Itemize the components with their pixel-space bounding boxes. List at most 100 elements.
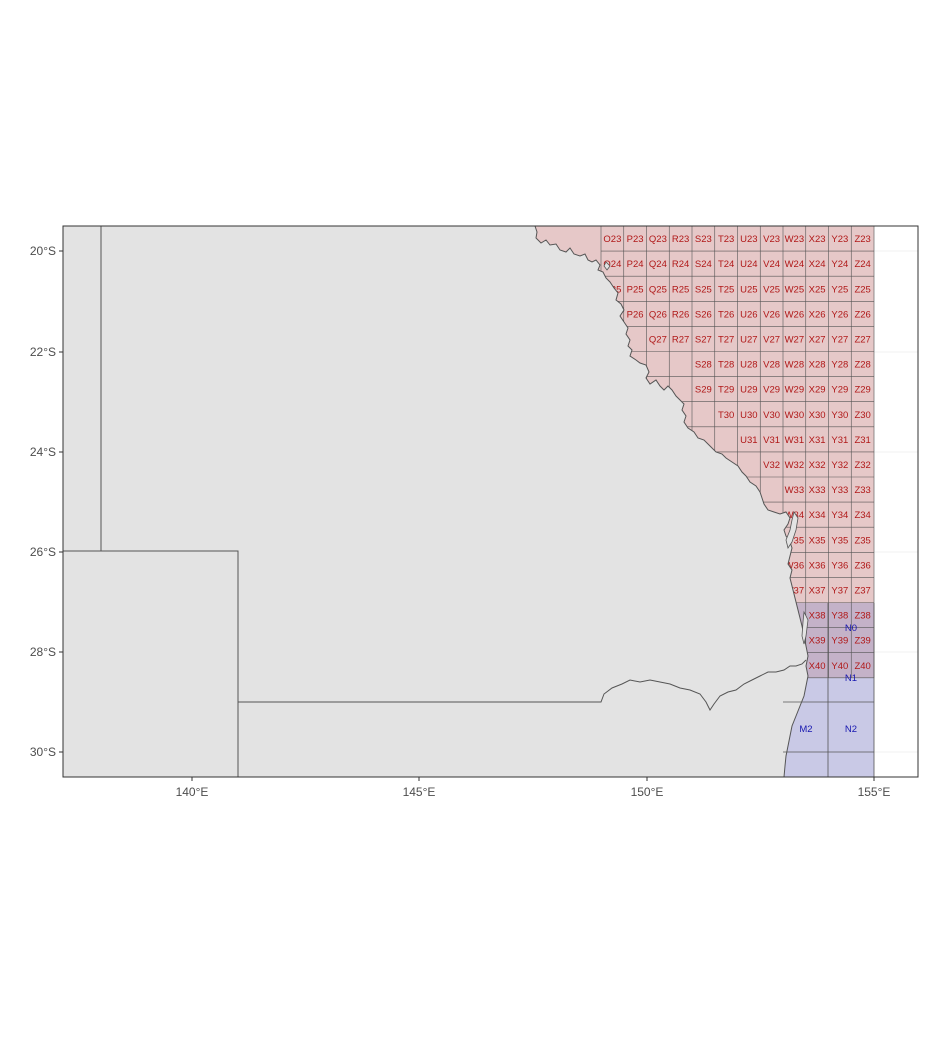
island-whitsunday bbox=[603, 261, 611, 271]
x-tick-label: 155°E bbox=[858, 785, 891, 799]
grid-cell-label: V24 bbox=[763, 259, 780, 270]
grid-cell-label: Y40 bbox=[831, 661, 848, 672]
grid-cell-label: Y34 bbox=[831, 510, 848, 521]
grid-cell-label: X24 bbox=[809, 259, 826, 270]
y-axis-labels: 20°S 22°S 24°S 26°S 28°S 30°S bbox=[30, 244, 56, 759]
grid-cell-label: R23 bbox=[672, 234, 689, 245]
grid-cell-label: U31 bbox=[740, 435, 757, 446]
grid-cell-label: X36 bbox=[809, 560, 826, 571]
grid-cell-label: X32 bbox=[809, 460, 826, 471]
grid-cell-label: Z37 bbox=[854, 585, 870, 596]
grid-cell-label: X26 bbox=[809, 309, 826, 320]
grid-cell-label: S26 bbox=[695, 309, 712, 320]
grid-cell-label: W31 bbox=[785, 435, 805, 446]
grid-cell-label: T24 bbox=[718, 259, 734, 270]
grid-cell-label: X31 bbox=[809, 435, 826, 446]
grid-cell-label: V30 bbox=[763, 410, 780, 421]
grid-cell-label: Y25 bbox=[831, 284, 848, 295]
grid-cell-label: S28 bbox=[695, 360, 712, 371]
grid-cell-label: Z32 bbox=[854, 460, 870, 471]
grid-cell-label: X38 bbox=[809, 611, 826, 622]
grid-cell-label: Y37 bbox=[831, 585, 848, 596]
map-content: O23 P23 Q23 R23 S23 T23 U23 V23 W23 X23 Y23 Z23 O24 P… bbox=[62, 225, 875, 778]
grid-cell-label: W35 bbox=[785, 535, 805, 546]
grid-cell-label: W28 bbox=[785, 360, 805, 371]
grid-cell-label: Z31 bbox=[854, 435, 870, 446]
y-tick-label: 26°S bbox=[30, 545, 56, 559]
grid-cell-label: X33 bbox=[809, 485, 826, 496]
y-tick-label: 24°S bbox=[30, 445, 56, 459]
grid-cell-label: Z35 bbox=[854, 535, 870, 546]
grid-cell-label: U23 bbox=[740, 234, 757, 245]
grid-cell-label: V32 bbox=[763, 460, 780, 471]
blue-labels: N0 N1 M2 N2 bbox=[799, 623, 857, 735]
y-tick-label: 20°S bbox=[30, 244, 56, 258]
grid-cell-label: U28 bbox=[740, 360, 757, 371]
state-borders bbox=[63, 226, 807, 777]
grid-cell-label: W30 bbox=[785, 410, 805, 421]
grid-cell-label: Y36 bbox=[831, 560, 848, 571]
axis-ticks bbox=[59, 250, 875, 781]
grid-cell-label: R25 bbox=[672, 284, 689, 295]
grid-cell-label: Z34 bbox=[854, 510, 870, 521]
grid-cell-label: X34 bbox=[809, 510, 826, 521]
grid-cell-label: U26 bbox=[740, 309, 757, 320]
grid-cell-label: Y38 bbox=[831, 611, 848, 622]
grid-cell-label: Z39 bbox=[854, 636, 870, 647]
grid-cell-label: U29 bbox=[740, 385, 757, 396]
grid-cell-label: P26 bbox=[627, 309, 644, 320]
x-tick-label: 150°E bbox=[631, 785, 664, 799]
island-fraser bbox=[785, 511, 799, 549]
grid-cell-label: X23 bbox=[809, 234, 826, 245]
x-tick-label: 140°E bbox=[176, 785, 209, 799]
grid-cell-label: Y39 bbox=[831, 636, 848, 647]
grid-cell-label: R27 bbox=[672, 334, 689, 345]
grid-cell-label: Z33 bbox=[854, 485, 870, 496]
grid-cell-label: T28 bbox=[718, 360, 734, 371]
grid-cell-label: Y30 bbox=[831, 410, 848, 421]
grid-cell-label: T27 bbox=[718, 334, 734, 345]
grid-cell-label: X29 bbox=[809, 385, 826, 396]
y-tick-label: 22°S bbox=[30, 345, 56, 359]
grid-cell-label: W32 bbox=[785, 460, 805, 471]
grid-cell-label: Z36 bbox=[854, 560, 870, 571]
grid-cell-label: X27 bbox=[809, 334, 826, 345]
grid-cell-label: X28 bbox=[809, 360, 826, 371]
grid-cell-label: P23 bbox=[627, 234, 644, 245]
grid-cell-label: O23 bbox=[603, 234, 621, 245]
grid-cell-label: Y23 bbox=[831, 234, 848, 245]
grid-cell-label: W27 bbox=[785, 334, 805, 345]
coastal-islands bbox=[603, 261, 809, 645]
grid-cell-label: W24 bbox=[785, 259, 805, 270]
blue-label-n2: N2 bbox=[845, 724, 857, 735]
grid-cell-label: X40 bbox=[809, 661, 826, 672]
grid-cell-label: Z30 bbox=[854, 410, 870, 421]
grid-cell-label: V25 bbox=[763, 284, 780, 295]
grid-cell-label: Y29 bbox=[831, 385, 848, 396]
grid-cell-label: Z27 bbox=[854, 334, 870, 345]
grid-cell-label: V26 bbox=[763, 309, 780, 320]
grid-cell-label: X30 bbox=[809, 410, 826, 421]
grid-cell-label: Q23 bbox=[649, 234, 667, 245]
grid-cell-label: V29 bbox=[763, 385, 780, 396]
grid-cell-label: Y35 bbox=[831, 535, 848, 546]
blue-label-n1: N1 bbox=[845, 673, 857, 684]
grid-cell-label: S27 bbox=[695, 334, 712, 345]
grid-cell-label: Z25 bbox=[854, 284, 870, 295]
grid-cell-label: Z28 bbox=[854, 360, 870, 371]
blue-label-m2: M2 bbox=[799, 724, 812, 735]
grid-cell-label: S23 bbox=[695, 234, 712, 245]
grid-cell-label: U24 bbox=[740, 259, 757, 270]
grid-cell-label: P24 bbox=[627, 259, 644, 270]
grid-cell-label: Q26 bbox=[649, 309, 667, 320]
grid-cell-label: U30 bbox=[740, 410, 757, 421]
grid-cell-label: Q25 bbox=[649, 284, 667, 295]
grid-cell-label: T23 bbox=[718, 234, 734, 245]
grid-cell-label: X35 bbox=[809, 535, 826, 546]
grid-cell-label: Q27 bbox=[649, 334, 667, 345]
land-queensland bbox=[62, 225, 809, 778]
grid-cell-label: W33 bbox=[785, 485, 805, 496]
grid-cell-label: R24 bbox=[672, 259, 689, 270]
grid-cell-label: X25 bbox=[809, 284, 826, 295]
